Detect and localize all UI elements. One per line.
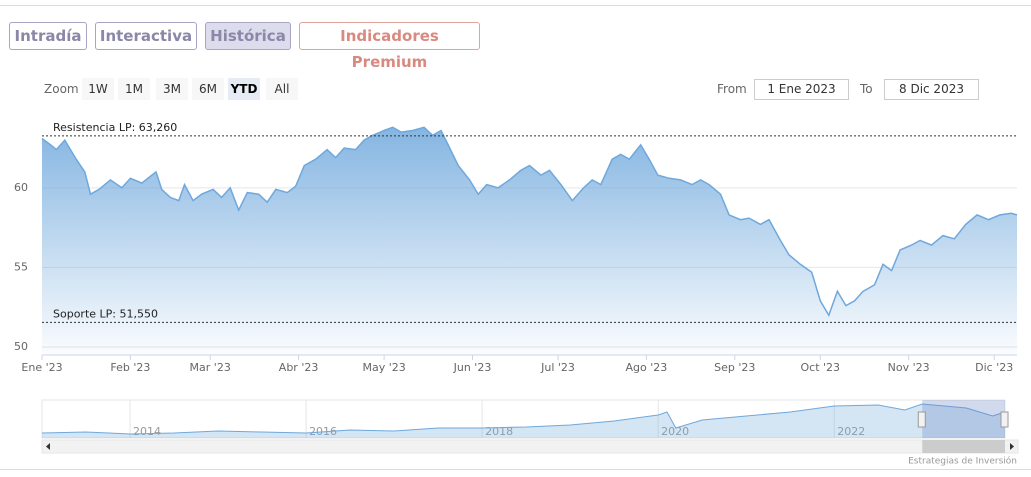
x-tick-label: Dic '23 — [975, 361, 1013, 374]
annotation-label: Resistencia LP: 63,260 — [53, 121, 177, 134]
line — [41, 126, 1018, 317]
bottom-rule — [0, 469, 1031, 470]
tab[interactable]: Indicadores Premium — [299, 22, 480, 71]
navigator-year: 2014 — [133, 425, 161, 438]
x-tick-label: Nov '23 — [888, 361, 930, 374]
scrollbar-thumb[interactable] — [922, 440, 1005, 453]
annotation-label: Soporte LP: 51,550 — [53, 307, 158, 320]
navigator-area — [42, 404, 1005, 438]
zoom-button[interactable]: 3M — [156, 78, 188, 100]
y-tick-label: 55 — [14, 260, 28, 273]
credits: Estrategias de Inversión — [908, 456, 1017, 467]
navigator-line — [41, 403, 1006, 435]
scrollbar-arrow-left — [46, 443, 50, 450]
zoom-button[interactable]: YTD — [228, 78, 260, 100]
from-label: From — [717, 82, 747, 96]
zoom-button[interactable]: 1M — [118, 78, 150, 100]
zoom-button[interactable]: 6M — [192, 78, 224, 100]
navigator-handle[interactable] — [917, 411, 926, 428]
top-rule — [0, 5, 1031, 6]
navigator-year: 2022 — [837, 425, 865, 438]
x-tick-label: Mar '23 — [190, 361, 231, 374]
from-input[interactable]: 1 Ene 2023 — [754, 79, 849, 100]
x-tick-label: Abr '23 — [279, 361, 319, 374]
to-input[interactable]: 8 Dic 2023 — [884, 79, 979, 100]
to-label: To — [860, 82, 873, 96]
tab[interactable]: Interactiva — [95, 22, 197, 50]
scrollbar-arrow-right — [1010, 443, 1014, 450]
area — [42, 127, 1017, 355]
x-tick-label: Jul '23 — [540, 361, 575, 374]
zoom-label: Zoom — [44, 82, 79, 96]
x-tick-label: Ago '23 — [626, 361, 668, 374]
x-tick-label: Jun '23 — [453, 361, 492, 374]
x-tick-label: May '23 — [362, 361, 405, 374]
x-tick-label: Oct '23 — [801, 361, 841, 374]
x-tick-label: Sep '23 — [714, 361, 755, 374]
navigator-selection[interactable] — [922, 400, 1005, 438]
x-tick-label: Feb '23 — [110, 361, 150, 374]
tab[interactable]: Intradía — [9, 22, 87, 50]
navigator-year: 2020 — [661, 425, 689, 438]
zoom-button[interactable]: All — [266, 78, 298, 100]
navigator-handle[interactable] — [1000, 411, 1009, 428]
scrollbar-track — [41, 439, 1019, 454]
x-tick-label: Ene '23 — [21, 361, 62, 374]
tab[interactable]: Histórica — [205, 22, 291, 50]
y-tick-label: 60 — [14, 181, 28, 194]
y-tick-label: 50 — [14, 340, 28, 353]
zoom-button[interactable]: 1W — [82, 78, 114, 100]
